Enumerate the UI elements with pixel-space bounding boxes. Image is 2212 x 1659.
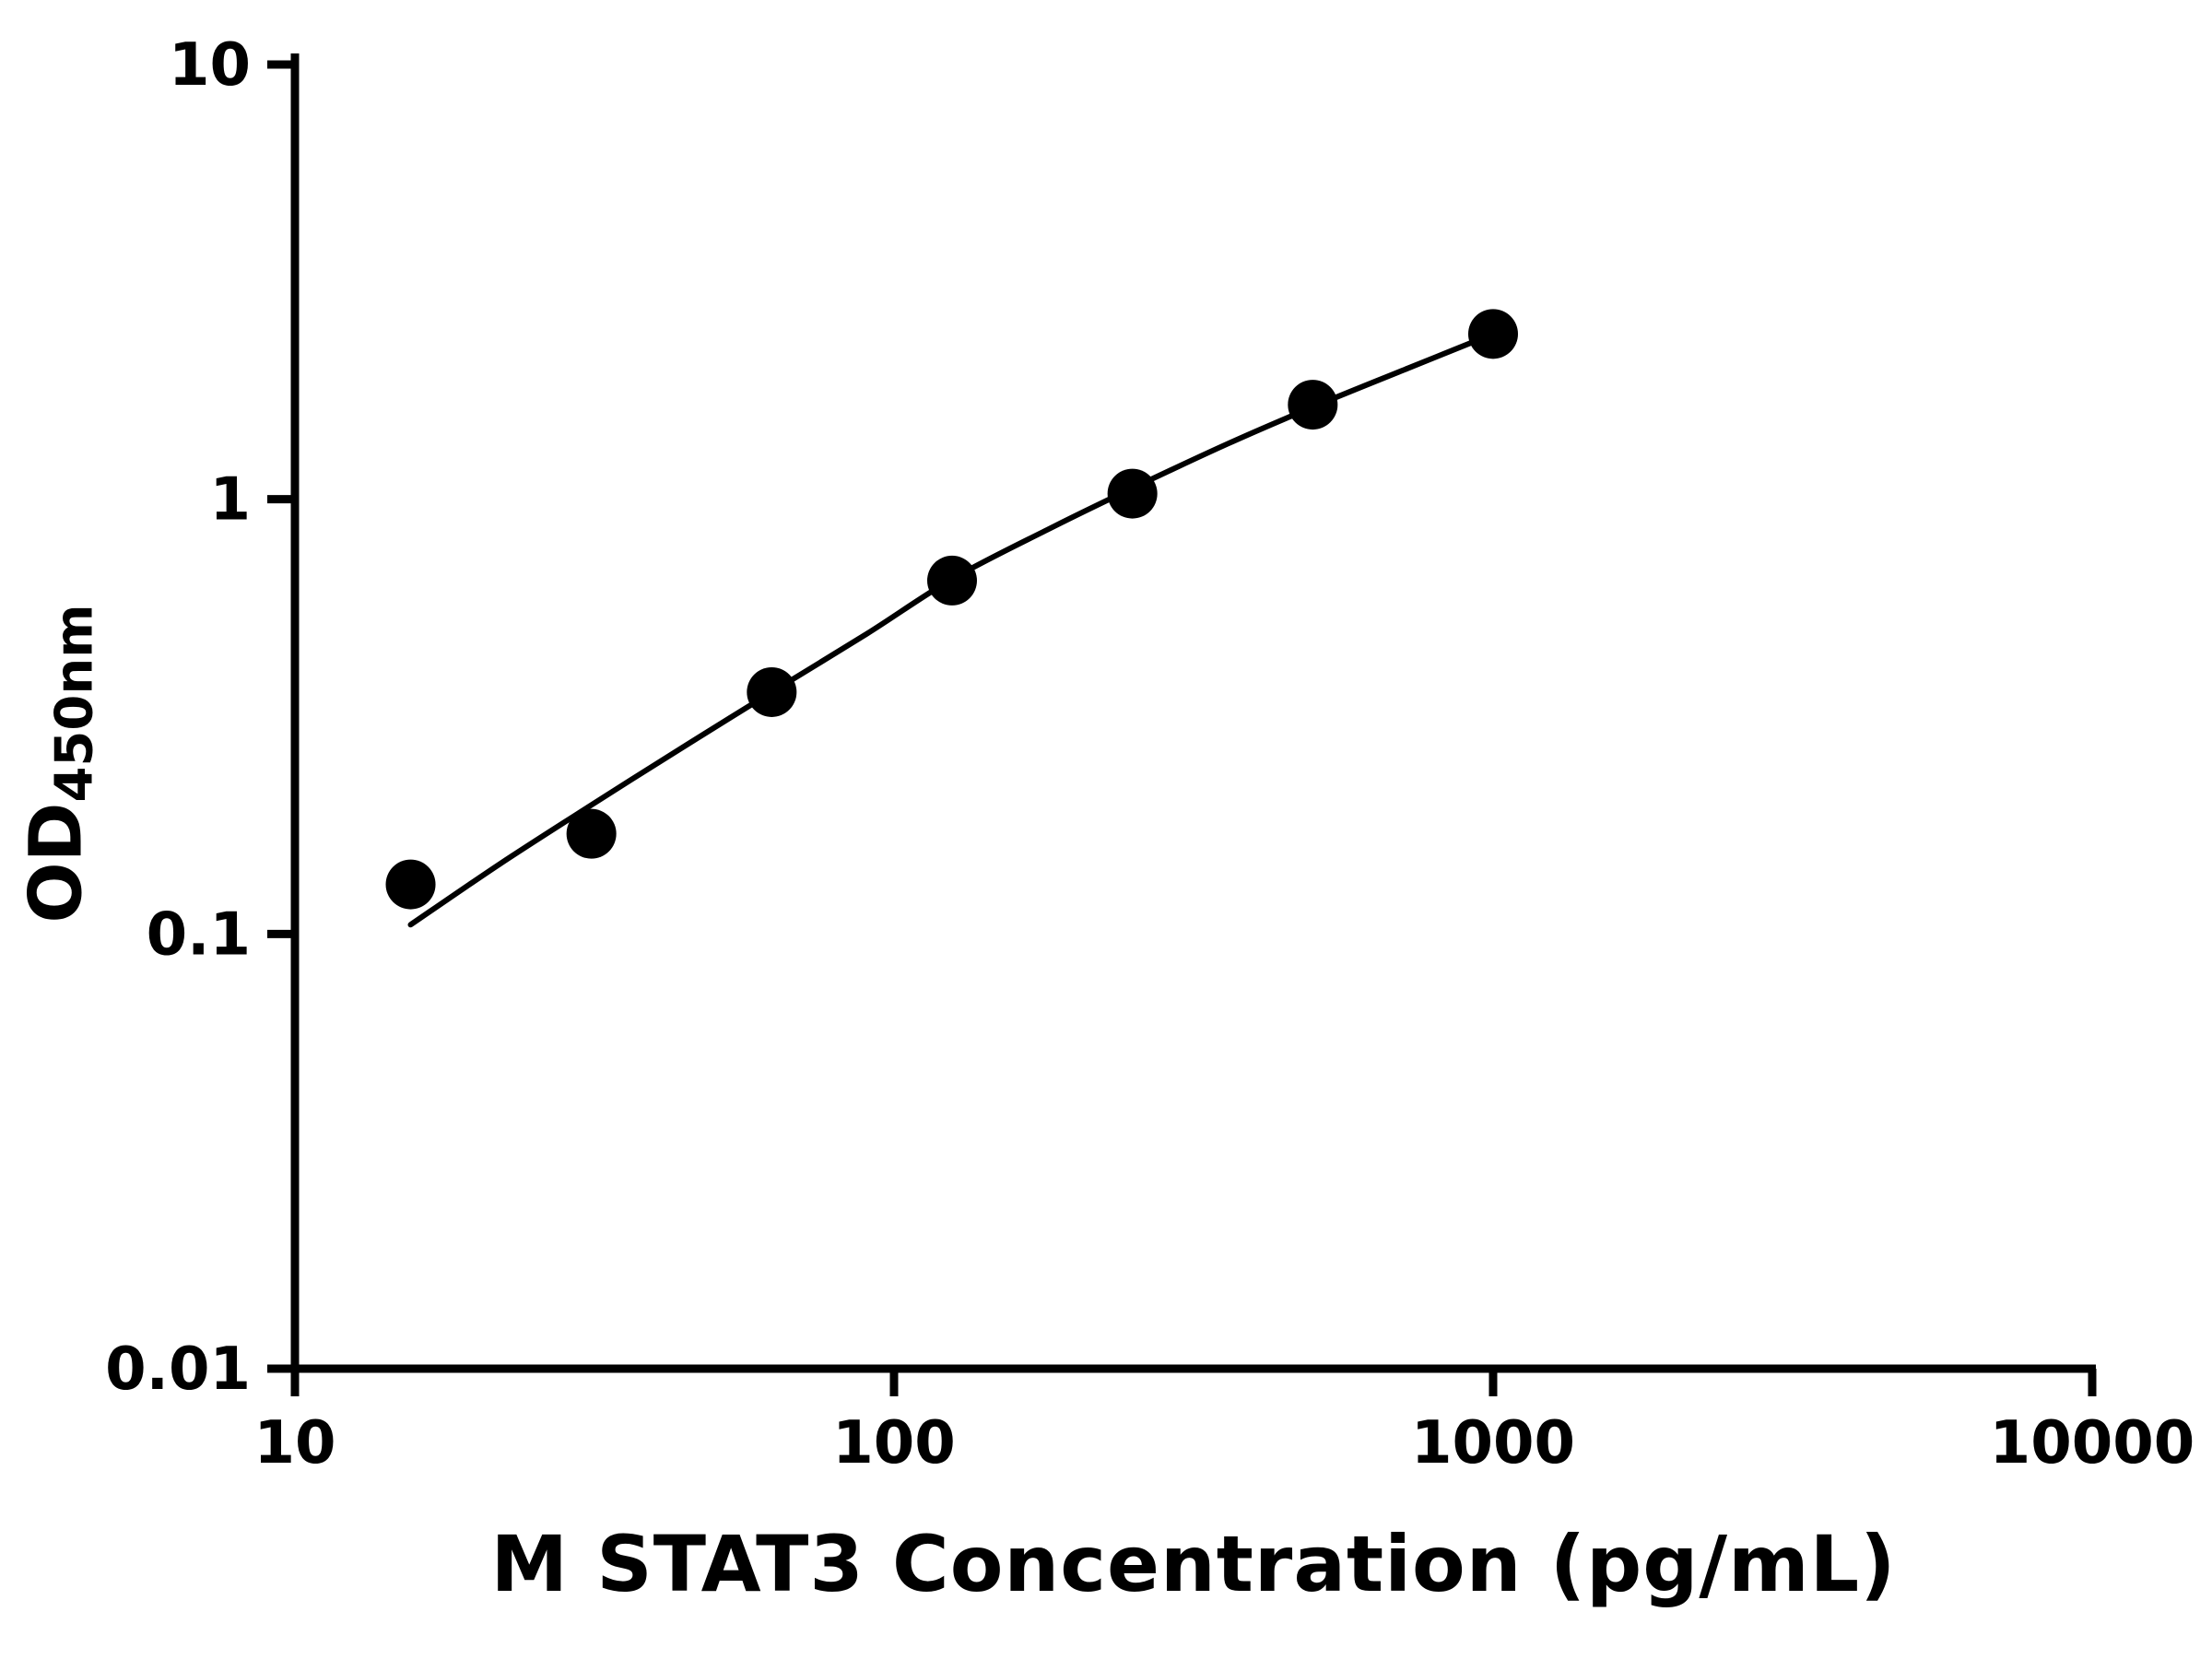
y-axis-title: OD450nm [16,488,105,1041]
y-tick-label: 0.01 [105,1335,251,1404]
y-axis-title-main: OD [15,802,99,924]
x-axis-title: M STAT3 Concentration (pg/mL) [490,1519,1897,1609]
y-tick-label: 10 [169,31,251,100]
data-point-marker [566,808,617,859]
data-point-marker [385,859,436,910]
x-tick-label: 1000 [1411,1409,1575,1477]
data-point-marker [1107,468,1158,519]
data-point-marker [1468,309,1518,359]
y-axis-title-sub: 450nm [44,604,105,803]
y-tick-label: 0.1 [147,900,251,969]
y-tick-label: 1 [209,466,251,535]
x-tick-label: 10000 [1990,1409,2195,1477]
data-point-marker [926,555,977,606]
data-point-marker [747,666,797,717]
x-tick-label: 100 [832,1409,956,1477]
data-point-marker [1288,380,1338,430]
x-tick-label: 10 [253,1409,335,1477]
